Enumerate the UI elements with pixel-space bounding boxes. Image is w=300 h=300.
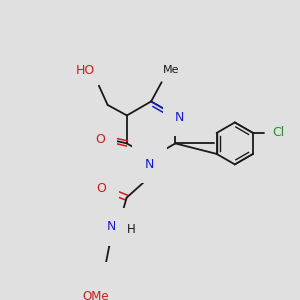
Text: N: N [145,158,154,171]
Text: HO: HO [75,64,94,77]
Text: O: O [96,182,106,195]
Text: Cl: Cl [272,126,284,140]
Text: O: O [95,133,105,146]
Text: Me: Me [164,65,180,75]
Text: H: H [127,223,135,236]
Text: N: N [175,111,184,124]
Text: N: N [107,220,116,233]
Text: OMe: OMe [83,290,109,300]
